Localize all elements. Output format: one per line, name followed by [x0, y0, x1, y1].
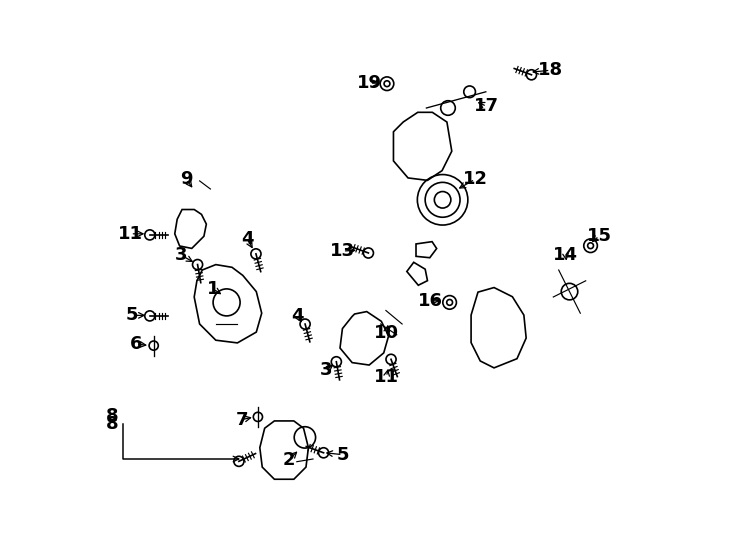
Text: 7: 7: [236, 410, 248, 429]
Text: 5: 5: [126, 306, 138, 325]
Text: 13: 13: [330, 242, 355, 260]
Text: 9: 9: [180, 170, 192, 188]
Text: 6: 6: [130, 335, 142, 353]
Text: 14: 14: [553, 246, 578, 265]
Text: 3: 3: [175, 246, 187, 264]
Text: 1: 1: [207, 280, 219, 298]
Text: 8: 8: [106, 407, 118, 425]
Text: 4: 4: [291, 307, 304, 325]
Text: 19: 19: [357, 74, 382, 92]
Text: 10: 10: [374, 324, 399, 342]
Text: 4: 4: [241, 230, 253, 248]
Text: 17: 17: [474, 97, 499, 116]
Text: 11: 11: [374, 368, 399, 386]
Text: 3: 3: [320, 361, 333, 379]
Text: 15: 15: [586, 227, 611, 245]
Text: 16: 16: [418, 292, 443, 310]
Text: 18: 18: [538, 61, 563, 79]
Text: 8: 8: [106, 415, 118, 433]
Text: 11: 11: [118, 225, 143, 243]
Text: 12: 12: [462, 170, 487, 188]
Text: 2: 2: [283, 451, 295, 469]
Text: 5: 5: [336, 446, 349, 464]
